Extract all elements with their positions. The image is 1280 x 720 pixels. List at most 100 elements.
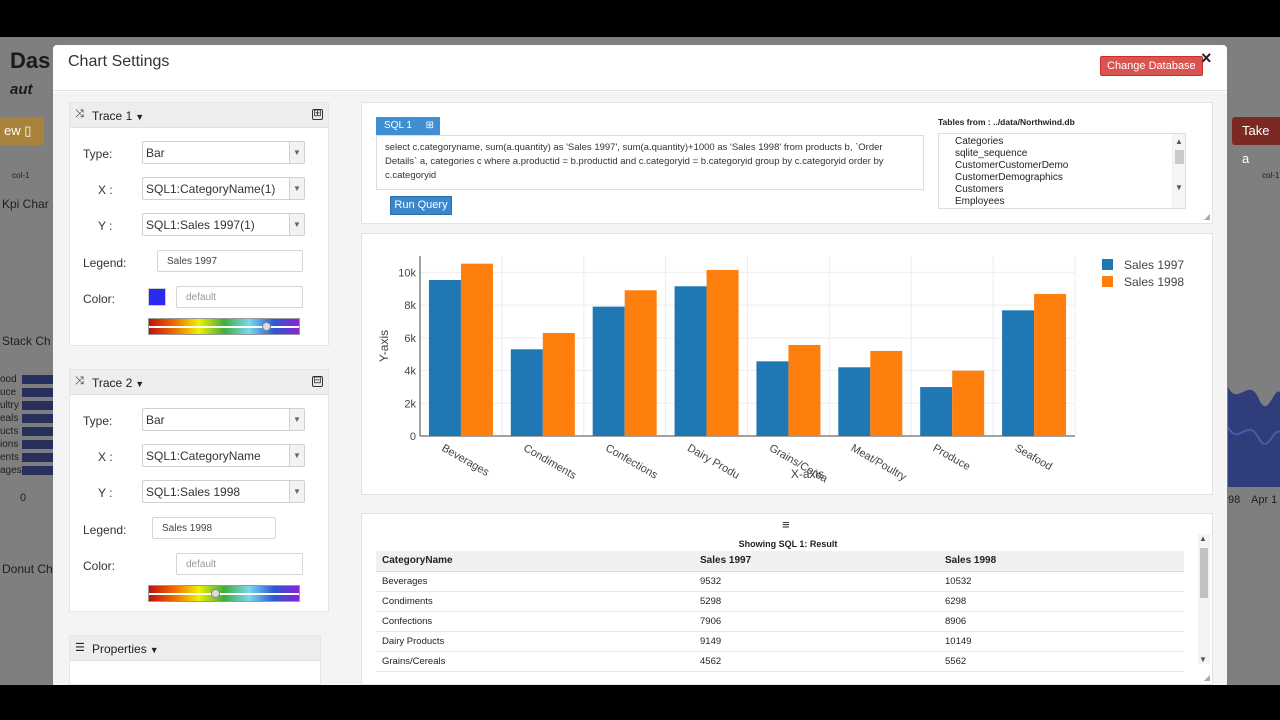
column-header[interactable]: Sales 1997	[694, 551, 939, 572]
background-bar-label: ood	[0, 374, 17, 385]
close-icon[interactable]: ×	[1201, 48, 1212, 68]
trace-2-color-slider[interactable]	[148, 585, 300, 602]
bar-sales-1997	[838, 367, 871, 436]
menu-icon[interactable]: ≡	[782, 517, 790, 532]
properties-header[interactable]: ☰ Properties ▼	[70, 636, 320, 661]
y-tick-label: 10k	[398, 267, 416, 279]
chevron-down-icon: ▼	[289, 178, 304, 199]
chevron-down-icon: ▼	[289, 142, 304, 163]
table-cell: 10149	[939, 631, 1184, 652]
bar-sales-1998	[952, 370, 985, 436]
run-query-button[interactable]: Run Query	[390, 196, 452, 215]
background-bar-row: ultry	[0, 400, 54, 414]
table-item[interactable]: Categories	[955, 136, 1004, 147]
y-tick-label: 2k	[404, 398, 416, 410]
background-date-label-2: Apr 1	[1251, 494, 1278, 506]
table-row[interactable]: Dairy Products 9149 10149	[376, 631, 1184, 652]
trace-1-type-label: Type:	[83, 147, 113, 161]
column-header[interactable]: CategoryName	[376, 551, 694, 572]
table-cell: 5562	[939, 651, 1184, 672]
table-cell: 8906	[939, 611, 1184, 632]
sql-tab[interactable]: SQL 1 ⊞	[376, 117, 440, 135]
legend-label: Sales 1997	[1124, 258, 1184, 272]
table-row[interactable]: Beverages 9532 10532	[376, 571, 1184, 592]
trace-2-y-select[interactable]: SQL1:Sales 1998 ▼	[142, 480, 305, 503]
change-database-button[interactable]: Change Database	[1100, 56, 1203, 76]
x-tick-label: Meat/Poultry	[849, 442, 909, 484]
trace-1-color-input[interactable]: default	[176, 286, 303, 308]
table-item[interactable]: CustomerCustomerDemo	[955, 160, 1069, 171]
result-panel: ≡ Showing SQL 1: Result CategoryName Sal…	[361, 513, 1213, 685]
background-bar	[22, 388, 54, 397]
trace-2-color-label: Color:	[83, 559, 116, 573]
table-cell: 5298	[694, 591, 939, 612]
background-bar-label: uce	[0, 387, 17, 398]
table-cell: Condiments	[376, 591, 694, 612]
trace-1-x-label: X :	[98, 183, 113, 197]
resize-grip-icon[interactable]: ◢	[1203, 212, 1210, 221]
caret-down-icon: ▼	[135, 112, 145, 122]
table-row[interactable]: Confections 7906 8906	[376, 611, 1184, 632]
trace-2-x-select[interactable]: SQL1:CategoryName ▼	[142, 444, 305, 467]
column-header[interactable]: Sales 1998	[939, 551, 1184, 572]
trace-2-type-select[interactable]: Bar ▼	[142, 408, 305, 431]
table-row[interactable]: Condiments 5298 6298	[376, 591, 1184, 612]
table-item[interactable]: Employees	[955, 196, 1005, 207]
slider-handle[interactable]	[262, 322, 271, 331]
trace-1-color-swatch[interactable]	[148, 288, 166, 306]
background-zero-label: 0	[20, 492, 27, 504]
trace-2-legend-input[interactable]: Sales 1998	[152, 517, 276, 539]
resize-grip-icon[interactable]: ◢	[1203, 673, 1210, 682]
modal-body: ⤨ Trace 1 ▼ ⊞ Type: Bar ▼ X : SQL1:Categor…	[53, 92, 1227, 685]
trace-1-color-slider[interactable]	[148, 318, 300, 335]
background-bar-label: ents	[0, 452, 19, 463]
result-scrollbar[interactable]: ▲ ▼	[1198, 534, 1210, 664]
tables-label: Tables from : ../data/Northwind.db	[938, 117, 1075, 127]
background-stack-label: Stack Ch	[2, 334, 51, 348]
table-item[interactable]: CustomerDemographics	[955, 172, 1063, 183]
bar-chart: 0 2k 4k 6k 8k 10k Beverages Condiments Confectio…	[377, 256, 1184, 486]
y-tick-label: 8k	[404, 300, 416, 312]
background-take-button: Take a	[1232, 117, 1280, 166]
legend-swatch	[1102, 276, 1113, 287]
add-tab-icon[interactable]: ⊞	[425, 120, 434, 131]
trace-1-y-select[interactable]: SQL1:Sales 1997(1) ▼	[142, 213, 305, 236]
background-bar-row: ents	[0, 452, 54, 466]
chevron-up-icon: ▲	[1199, 534, 1207, 543]
trace-2-color-input[interactable]: default	[176, 553, 303, 575]
trace-1-legend-input[interactable]: Sales 1997	[157, 250, 303, 272]
trace-1-title: Trace 1	[92, 109, 133, 123]
tables-list[interactable]: Categories sqlite_sequence CustomerCusto…	[938, 133, 1186, 209]
result-title: Showing SQL 1: Result	[738, 539, 838, 549]
trace-1-header[interactable]: ⤨ Trace 1 ▼ ⊞	[70, 103, 328, 128]
collapse-icon[interactable]: ⊟	[312, 375, 323, 387]
trace-2-card: ⤨ Trace 2 ▼ ⊟ Type: Bar ▼ X : SQL1:Categor…	[69, 369, 329, 612]
table-row[interactable]: Grains/Cereals 4562 5562	[376, 651, 1184, 672]
properties-title: Properties	[92, 642, 147, 656]
slider-handle[interactable]	[211, 589, 220, 598]
table-cell: Beverages	[376, 571, 694, 592]
background-bar-row: ucts	[0, 426, 54, 440]
tables-scrollbar[interactable]: ▲ ▼	[1172, 134, 1185, 208]
chevron-down-icon: ▼	[1199, 655, 1207, 664]
shuffle-icon: ⤨	[75, 375, 84, 387]
y-tick-label: 6k	[404, 333, 416, 345]
trace-1-legend-label: Legend:	[83, 256, 127, 270]
trace-2-header[interactable]: ⤨ Trace 2 ▼ ⊟	[70, 370, 328, 395]
trace-1-type-select[interactable]: Bar ▼	[142, 141, 305, 164]
trace-1-x-select[interactable]: SQL1:CategoryName(1) ▼	[142, 177, 305, 200]
expand-icon[interactable]: ⊞	[312, 108, 323, 120]
background-col-label: col-1	[12, 171, 30, 180]
x-tick-label: Produce	[931, 442, 972, 473]
legend-label: Sales 1998	[1124, 275, 1184, 289]
modal-title: Chart Settings	[68, 53, 170, 70]
table-item[interactable]: sqlite_sequence	[955, 148, 1028, 159]
table-header-row: CategoryName Sales 1997 Sales 1998	[376, 551, 1184, 572]
trace-2-type-label: Type:	[83, 414, 113, 428]
background-bar-label: ucts	[0, 426, 19, 437]
background-stack-chart: ood uce ultry eals ucts ions ents ages	[0, 374, 54, 479]
table-item[interactable]: Customers	[955, 184, 1004, 195]
background-bar	[22, 440, 54, 449]
background-bar	[22, 453, 54, 462]
sql-query-editor[interactable]: select c.categoryname, sum(a.quantity) a…	[376, 135, 924, 190]
